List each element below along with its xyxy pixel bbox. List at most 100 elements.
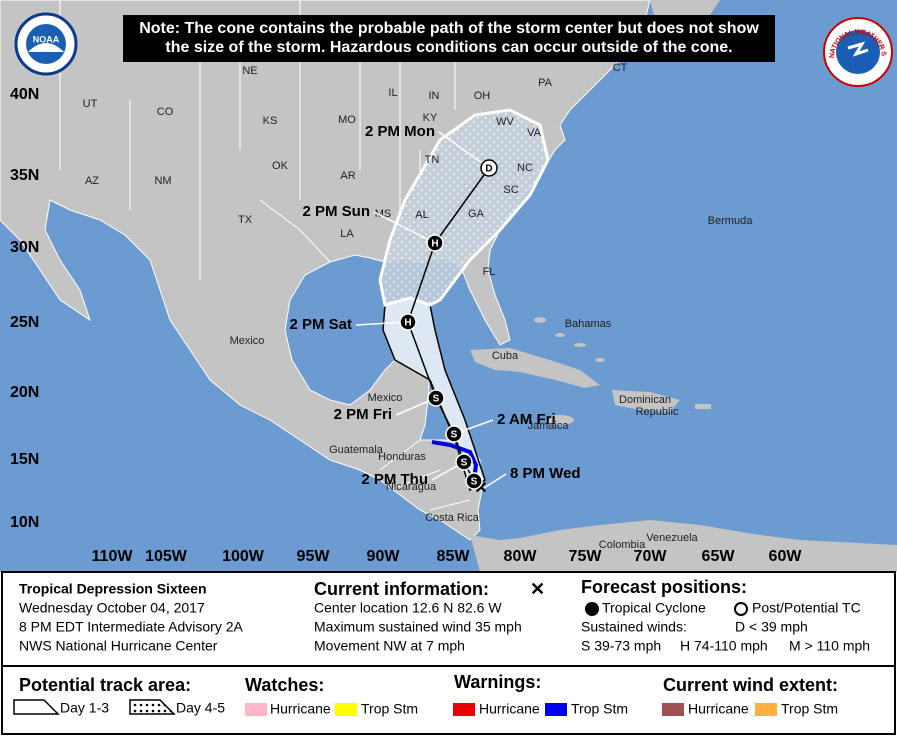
marker-letter: S: [451, 430, 458, 441]
forecast-marker: [465, 472, 483, 490]
swatch: [335, 703, 357, 716]
wind-class: D < 39 mph: [735, 619, 808, 635]
place-label: Dominican: [619, 394, 671, 406]
lon-label: 90W: [367, 548, 401, 565]
marker-letter: S: [461, 458, 468, 469]
leader: [373, 211, 436, 244]
forecast-label: 2 PM Mon: [365, 123, 435, 140]
warnings-title: Warnings:: [454, 672, 541, 692]
forecast-marker: [480, 159, 498, 177]
lon-label: 80W: [504, 548, 538, 565]
day13-label: Day 1-3: [60, 700, 109, 716]
noaa-logo: NOAA: [14, 12, 78, 76]
leader: [438, 131, 490, 169]
marker-letter: H: [404, 318, 411, 329]
lat-label: 30N: [10, 239, 39, 256]
current-icon: ✕: [530, 579, 545, 599]
hispaniola: [612, 390, 680, 412]
lat-label: 35N: [10, 167, 39, 184]
place-label: LA: [340, 228, 354, 240]
place-label: AL: [415, 209, 428, 221]
current-line: Maximum sustained wind 35 mph: [314, 619, 522, 635]
lat-label: 10N: [10, 514, 39, 531]
forecast-label: 2 PM Sat: [289, 316, 352, 333]
place-label: Nicaragua: [386, 481, 437, 493]
lat-label: 20N: [10, 384, 39, 401]
legend-label: Trop Stm: [781, 701, 838, 717]
lon-label: 65W: [702, 548, 736, 565]
forecast-label: 2 AM Fri: [497, 411, 556, 428]
puerto-rico: [695, 404, 711, 409]
place-label: IN: [429, 90, 440, 102]
place-label: Mexico: [230, 335, 265, 347]
place-label: OK: [272, 160, 289, 172]
current-line: Center location 12.6 N 82.6 W: [314, 600, 502, 616]
place-label: Cuba: [492, 350, 519, 362]
place-label: Bahamas: [565, 318, 612, 330]
legend-label: Hurricane: [270, 701, 331, 717]
forecast-label: 2 PM Fri: [334, 406, 392, 423]
storm-date: Wednesday October 04, 2017: [19, 600, 205, 616]
forecast-title: Forecast positions:: [581, 577, 747, 597]
marker-letter: D: [485, 164, 492, 175]
legend-label: Hurricane: [688, 701, 749, 717]
current-label: 8 PM Wed: [510, 465, 581, 482]
place-label: CT: [613, 62, 628, 74]
lat-label: 15N: [10, 451, 39, 468]
marker-letter: S: [433, 394, 440, 405]
place-label: KY: [423, 112, 438, 124]
place-label: UT: [83, 98, 98, 110]
wind-class: S 39-73 mph: [581, 638, 661, 654]
place-label: GA: [468, 208, 485, 220]
place-label: NE: [242, 65, 257, 77]
current-title: Current information:: [314, 579, 489, 599]
cone-day-4-5: [378, 108, 550, 307]
wind-title: Current wind extent:: [663, 675, 838, 695]
legend-label: Trop Stm: [361, 701, 418, 717]
wind-class: M > 110 mph: [789, 638, 870, 654]
lon-label: 110W: [92, 548, 134, 565]
lon-label: 60W: [769, 548, 803, 565]
info-panel: Tropical Depression Sixteen Wednesday Oc…: [1, 571, 896, 735]
forecast-marker: [427, 389, 445, 407]
lon-label: 70W: [634, 548, 668, 565]
tc-icon: [585, 602, 599, 616]
place-label: FL: [483, 266, 496, 278]
place-label: AZ: [85, 175, 99, 187]
note-box: [123, 15, 775, 62]
place-label: Mexico: [368, 392, 403, 404]
forecast-label: 2 PM Thu: [361, 471, 428, 488]
place-label: Guatemala: [329, 444, 384, 456]
place-label: Colombia: [599, 539, 646, 551]
swatch: [662, 703, 684, 716]
lon-label: 75W: [569, 548, 603, 565]
legend-label: Trop Stm: [571, 701, 628, 717]
place-label: MO: [338, 114, 356, 126]
day45-label: Day 4-5: [176, 700, 225, 716]
place-label: AR: [340, 170, 355, 182]
forecast-label: 2 PM Sun: [302, 203, 370, 220]
place-label: VA: [527, 127, 542, 139]
ptc-label: Post/Potential TC: [752, 600, 861, 616]
forecast-marker: [399, 313, 417, 331]
place-label: PA: [538, 77, 553, 89]
cuba: [470, 348, 600, 388]
forecast-marker: [455, 453, 473, 471]
place-label: KS: [263, 115, 278, 127]
place-label: Bermuda: [708, 215, 754, 227]
forecast-marker: [426, 234, 444, 252]
day13-swatch: [13, 699, 60, 715]
ptc-icon: [734, 602, 748, 616]
swatch: [545, 703, 567, 716]
note-line: Note: The cone contains the probable pat…: [139, 20, 759, 37]
current-line: Movement NW at 7 mph: [314, 638, 465, 654]
place-label: OH: [474, 90, 491, 102]
note-line: the size of the storm. Hazardous conditi…: [165, 39, 732, 56]
wind-class: H 74-110 mph: [680, 638, 768, 654]
place-label: Honduras: [378, 451, 426, 463]
forecast-marker: [445, 425, 463, 443]
place-label: CO: [157, 106, 174, 118]
place-label: Costa Rica: [425, 512, 480, 524]
place-label: TX: [238, 214, 253, 226]
